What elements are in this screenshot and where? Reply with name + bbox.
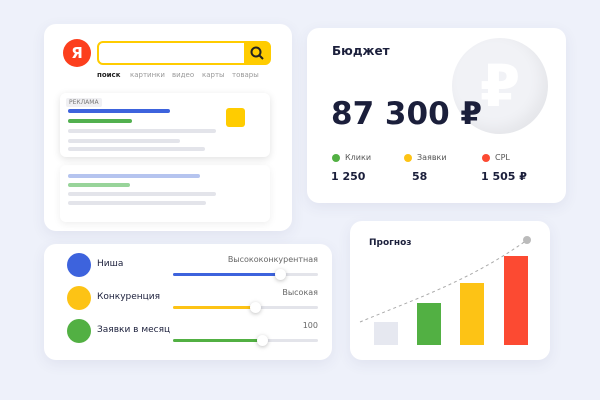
metric-label: CPL: [495, 153, 510, 162]
row-value: 100: [302, 321, 318, 330]
slider-knob[interactable]: [275, 269, 286, 280]
metric-label: Заявки: [417, 153, 447, 162]
slider-knob[interactable]: [250, 302, 261, 313]
tab[interactable]: товары: [232, 71, 259, 79]
search-box[interactable]: [97, 41, 271, 65]
line: [68, 109, 170, 113]
row-value: Высокая: [282, 288, 318, 297]
search-button[interactable]: [244, 41, 270, 65]
tab[interactable]: поиск: [97, 71, 121, 79]
bar: [504, 256, 528, 345]
slider-fill: [173, 306, 255, 309]
row-label: Заявки в месяц: [97, 325, 171, 335]
metric-value: 58: [412, 170, 428, 183]
ad-result[interactable]: РЕКЛАМА: [60, 93, 270, 157]
line: [68, 147, 205, 151]
settings-card: Ниша Высококонкурентная Конкуренция Высокая…: [44, 244, 332, 360]
budget-amount: 87 300 ₽: [331, 96, 483, 132]
budget-title: Бюджет: [332, 44, 390, 58]
bar: [460, 283, 484, 345]
metric-dot: [482, 154, 490, 162]
line: [68, 183, 130, 187]
result[interactable]: [60, 165, 270, 222]
line: [68, 119, 132, 123]
line: [68, 174, 200, 178]
ruble-icon: ₽: [452, 38, 548, 134]
trend: [359, 239, 528, 323]
metric-value: 1 505 ₽: [481, 170, 527, 183]
tab[interactable]: карты: [202, 71, 225, 79]
search-card: Я поиск картинки видео карты товары РЕКЛАМА: [44, 24, 292, 231]
line: [68, 129, 216, 133]
forecast-card: Прогноз: [350, 221, 550, 360]
line: [68, 201, 206, 205]
search-icon: [250, 46, 264, 60]
trend-dot: [523, 236, 531, 244]
row-icon: [67, 253, 91, 277]
ad-icon: [226, 108, 245, 127]
row-icon: [67, 286, 91, 310]
metric-value: 1 250: [331, 170, 366, 183]
metric-dot: [404, 154, 412, 162]
row-label: Конкуренция: [97, 292, 161, 302]
forecast-chart: [359, 236, 531, 345]
slider-knob[interactable]: [257, 335, 268, 346]
bar: [374, 322, 398, 345]
line: [68, 192, 216, 196]
forecast-title: Прогноз: [369, 238, 412, 248]
tab[interactable]: картинки: [130, 71, 165, 79]
line: [68, 139, 180, 143]
budget-card: ₽ Бюджет 87 300 ₽ Клики 1 250 Заявки 58 CPL 1…: [307, 28, 566, 203]
row-icon: [67, 319, 91, 343]
tab[interactable]: видео: [172, 71, 195, 79]
logo[interactable]: Я: [63, 39, 91, 67]
slider-fill: [173, 273, 280, 276]
row-value: Высококонкурентная: [227, 255, 318, 264]
row-label: Ниша: [97, 259, 124, 269]
metric-label: Клики: [345, 153, 372, 162]
slider-fill: [173, 339, 262, 342]
ad-label: РЕКЛАМА: [66, 98, 102, 107]
metric-dot: [332, 154, 340, 162]
bar: [417, 303, 441, 345]
